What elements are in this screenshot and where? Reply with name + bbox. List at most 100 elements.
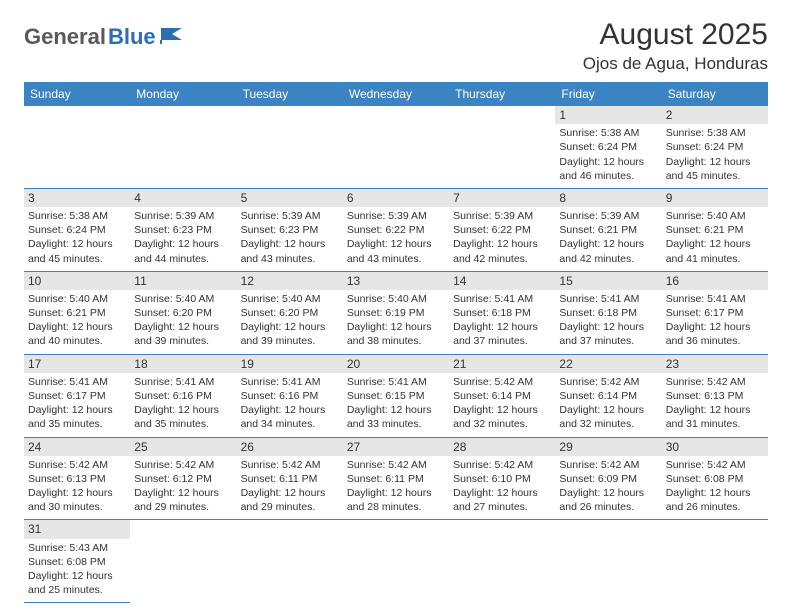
day-number: 10 (24, 272, 130, 290)
sunset-text: Sunset: 6:09 PM (559, 472, 657, 486)
daylight-text: Daylight: 12 hours and 29 minutes. (134, 486, 232, 514)
sunrise-text: Sunrise: 5:41 AM (28, 375, 126, 389)
calendar-cell: 24Sunrise: 5:42 AMSunset: 6:13 PMDayligh… (24, 437, 130, 520)
daylight-text: Daylight: 12 hours and 32 minutes. (559, 403, 657, 431)
calendar-cell: 25Sunrise: 5:42 AMSunset: 6:12 PMDayligh… (130, 437, 236, 520)
daylight-text: Daylight: 12 hours and 28 minutes. (347, 486, 445, 514)
calendar-cell: 3Sunrise: 5:38 AMSunset: 6:24 PMDaylight… (24, 188, 130, 271)
sunset-text: Sunset: 6:08 PM (666, 472, 764, 486)
calendar-cell: 31Sunrise: 5:43 AMSunset: 6:08 PMDayligh… (24, 520, 130, 603)
calendar-row: 17Sunrise: 5:41 AMSunset: 6:17 PMDayligh… (24, 354, 768, 437)
day-number: 15 (555, 272, 661, 290)
daylight-text: Daylight: 12 hours and 44 minutes. (134, 237, 232, 265)
daylight-text: Daylight: 12 hours and 34 minutes. (241, 403, 339, 431)
sunset-text: Sunset: 6:10 PM (453, 472, 551, 486)
sunset-text: Sunset: 6:12 PM (134, 472, 232, 486)
sunrise-text: Sunrise: 5:42 AM (347, 458, 445, 472)
calendar-cell: 10Sunrise: 5:40 AMSunset: 6:21 PMDayligh… (24, 271, 130, 354)
daylight-text: Daylight: 12 hours and 45 minutes. (666, 155, 764, 183)
calendar-cell (449, 520, 555, 603)
sunset-text: Sunset: 6:16 PM (134, 389, 232, 403)
sunset-text: Sunset: 6:21 PM (666, 223, 764, 237)
daylight-text: Daylight: 12 hours and 37 minutes. (453, 320, 551, 348)
sunset-text: Sunset: 6:14 PM (559, 389, 657, 403)
daylight-text: Daylight: 12 hours and 35 minutes. (28, 403, 126, 431)
daylight-text: Daylight: 12 hours and 42 minutes. (453, 237, 551, 265)
calendar-cell (343, 520, 449, 603)
daylight-text: Daylight: 12 hours and 27 minutes. (453, 486, 551, 514)
calendar-cell: 18 Sunrise: 5:41 AMSunset: 6:16 PMDayligh… (130, 354, 236, 437)
day-number: 14 (449, 272, 555, 290)
sunset-text: Sunset: 6:20 PM (241, 306, 339, 320)
calendar-cell: 5Sunrise: 5:39 AMSunset: 6:23 PMDaylight… (237, 188, 343, 271)
calendar-cell (343, 106, 449, 188)
calendar-cell (24, 106, 130, 188)
day-number: 18 (130, 355, 236, 373)
calendar-cell: 26Sunrise: 5:42 AMSunset: 6:11 PMDayligh… (237, 437, 343, 520)
sunrise-text: Sunrise: 5:38 AM (559, 126, 657, 140)
calendar-cell: 4Sunrise: 5:39 AMSunset: 6:23 PMDaylight… (130, 188, 236, 271)
calendar-row: 31Sunrise: 5:43 AMSunset: 6:08 PMDayligh… (24, 520, 768, 603)
daylight-text: Daylight: 12 hours and 43 minutes. (347, 237, 445, 265)
day-number: 16 (662, 272, 768, 290)
day-number: 24 (24, 438, 130, 456)
weekday-header: Thursday (449, 82, 555, 106)
weekday-header: Tuesday (237, 82, 343, 106)
sunrise-text: Sunrise: 5:42 AM (559, 375, 657, 389)
day-number: 5 (237, 189, 343, 207)
sunrise-text: Sunrise: 5:40 AM (241, 292, 339, 306)
calendar-cell: 2Sunrise: 5:38 AMSunset: 6:24 PMDaylight… (662, 106, 768, 188)
sunrise-text: Sunrise: 5:40 AM (666, 209, 764, 223)
day-number: 8 (555, 189, 661, 207)
calendar-cell (449, 106, 555, 188)
calendar-cell: 22 Sunrise: 5:42 AMSunset: 6:14 PMDayligh… (555, 354, 661, 437)
sunrise-text: Sunrise: 5:42 AM (559, 458, 657, 472)
calendar-cell: 13Sunrise: 5:40 AMSunset: 6:19 PMDayligh… (343, 271, 449, 354)
daylight-text: Daylight: 12 hours and 26 minutes. (559, 486, 657, 514)
day-number: 19 (237, 355, 343, 373)
sunrise-text: Sunrise: 5:40 AM (347, 292, 445, 306)
title-block: August 2025 Ojos de Agua, Honduras (583, 18, 768, 74)
sunset-text: Sunset: 6:14 PM (453, 389, 551, 403)
daylight-text: Daylight: 12 hours and 32 minutes. (453, 403, 551, 431)
day-number: 26 (237, 438, 343, 456)
daylight-text: Daylight: 12 hours and 41 minutes. (666, 237, 764, 265)
day-number: 9 (662, 189, 768, 207)
sunset-text: Sunset: 6:20 PM (134, 306, 232, 320)
day-number: 31 (24, 520, 130, 538)
weekday-header: Wednesday (343, 82, 449, 106)
calendar-cell: 17Sunrise: 5:41 AMSunset: 6:17 PMDayligh… (24, 354, 130, 437)
calendar-row: 1Sunrise: 5:38 AMSunset: 6:24 PMDaylight… (24, 106, 768, 188)
sunrise-text: Sunrise: 5:42 AM (666, 375, 764, 389)
header: General Blue August 2025 Ojos de Agua, H… (24, 18, 768, 74)
day-number: 29 (555, 438, 661, 456)
sunrise-text: Sunrise: 5:42 AM (453, 375, 551, 389)
daylight-text: Daylight: 12 hours and 35 minutes. (134, 403, 232, 431)
sunset-text: Sunset: 6:13 PM (28, 472, 126, 486)
sunset-text: Sunset: 6:11 PM (241, 472, 339, 486)
sunrise-text: Sunrise: 5:43 AM (28, 541, 126, 555)
calendar-cell: 7Sunrise: 5:39 AMSunset: 6:22 PMDaylight… (449, 188, 555, 271)
daylight-text: Daylight: 12 hours and 39 minutes. (134, 320, 232, 348)
daylight-text: Daylight: 12 hours and 37 minutes. (559, 320, 657, 348)
daylight-text: Daylight: 12 hours and 36 minutes. (666, 320, 764, 348)
sunset-text: Sunset: 6:18 PM (453, 306, 551, 320)
daylight-text: Daylight: 12 hours and 25 minutes. (28, 569, 126, 597)
calendar-cell (237, 106, 343, 188)
sunset-text: Sunset: 6:19 PM (347, 306, 445, 320)
sunrise-text: Sunrise: 5:39 AM (241, 209, 339, 223)
sunrise-text: Sunrise: 5:41 AM (134, 375, 232, 389)
day-number: 30 (662, 438, 768, 456)
calendar-cell: 29 Sunrise: 5:42 AMSunset: 6:09 PMDayligh… (555, 437, 661, 520)
day-number: 13 (343, 272, 449, 290)
sunrise-text: Sunrise: 5:39 AM (347, 209, 445, 223)
calendar-cell: 14Sunrise: 5:41 AMSunset: 6:18 PMDayligh… (449, 271, 555, 354)
calendar-cell (130, 106, 236, 188)
calendar-row: 10Sunrise: 5:40 AMSunset: 6:21 PMDayligh… (24, 271, 768, 354)
day-number: 22 (555, 355, 661, 373)
sunset-text: Sunset: 6:21 PM (559, 223, 657, 237)
calendar-cell: 28Sunrise: 5:42 AMSunset: 6:10 PMDayligh… (449, 437, 555, 520)
day-number: 27 (343, 438, 449, 456)
calendar-row: 24 Sunrise: 5:42 AM Sunset: 6:13 PM Dayligh… (24, 437, 768, 520)
calendar-cell: 30Sunrise: 5:42 AMSunset: 6:08 PMDayligh… (662, 437, 768, 520)
